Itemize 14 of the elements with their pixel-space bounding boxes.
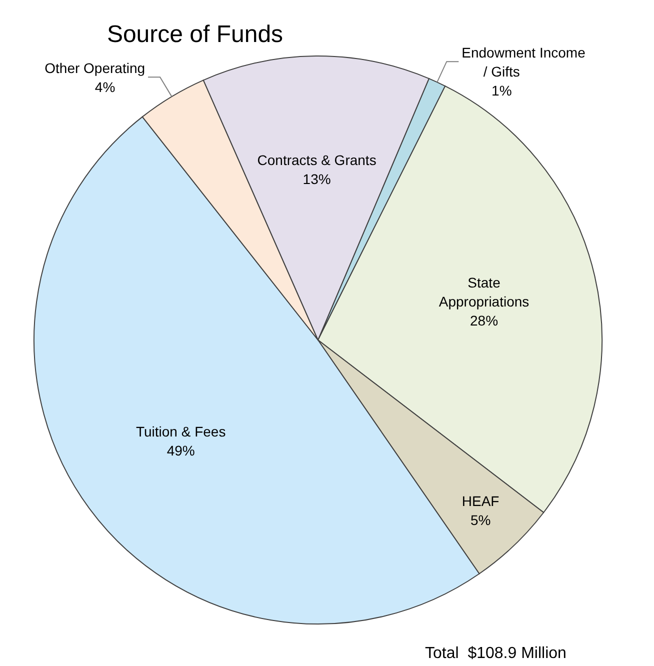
data-label: 28% [470,312,498,329]
data-label: 13% [302,171,331,188]
data-label: 1% [492,82,512,99]
slice-label: Tuition & Fees [136,424,226,440]
data-label: 5% [470,512,491,528]
slice-label: HEAF [462,493,500,510]
slice-label: Other Operating [44,60,146,76]
text: Total $108.9 Million [425,645,566,662]
data-label: 4% [94,79,116,96]
slice-label: State Appropriations [438,274,530,310]
chart-title: Source of Funds [106,21,284,48]
slice-label: Contracts & Grants [257,152,376,168]
slice-label: Endowment Income / Gifts [462,44,586,80]
data-label: 49% [166,442,195,459]
